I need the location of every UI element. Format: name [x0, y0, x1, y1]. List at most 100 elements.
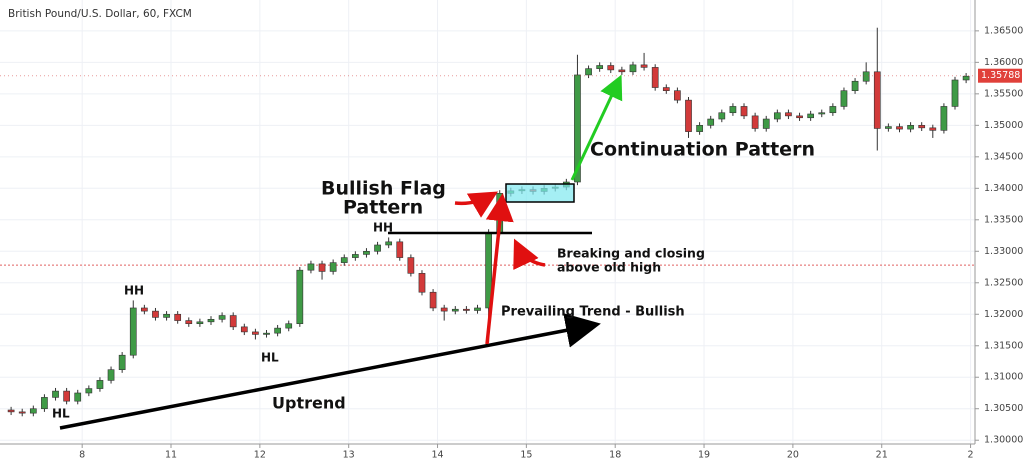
candle-body	[296, 269, 304, 325]
candle-body	[574, 74, 581, 183]
candle-body	[929, 127, 937, 131]
candle-body	[363, 250, 370, 255]
candle-body	[707, 118, 715, 126]
candle-body	[474, 307, 481, 311]
current-price-label: 1.35788	[981, 70, 1020, 81]
candle-body	[385, 241, 393, 246]
annotation: Bullish Flag	[321, 178, 446, 200]
candle-body	[318, 263, 326, 272]
candle-body	[7, 409, 15, 413]
axes: 1.30000 1.30500 1.31000 1.31500 1.32000 1.325…	[0, 25, 1023, 461]
candle-body	[840, 90, 848, 107]
candle-body	[885, 126, 892, 129]
candle-body	[418, 273, 426, 293]
x-tick-label: 12	[254, 450, 266, 461]
x-tick-label: 14	[431, 450, 443, 461]
annotation: Breaking and closing	[557, 246, 705, 261]
uptrend-arrow	[59, 313, 601, 430]
candle-body	[29, 408, 37, 414]
candle-body	[429, 291, 437, 309]
candle-body	[607, 65, 615, 71]
candle-body	[196, 321, 204, 325]
y-tick-label: 1.31500	[984, 340, 1023, 351]
break-pointer	[513, 238, 546, 270]
candle-body	[918, 125, 926, 129]
candle-body	[351, 254, 359, 258]
annotation: Continuation Pattern	[590, 139, 815, 161]
y-tick-label: 1.33000	[984, 246, 1023, 257]
candle-body	[696, 125, 703, 132]
y-tick-label: 1.34500	[984, 151, 1023, 162]
candle-body	[829, 106, 837, 114]
continuation-arrow	[570, 74, 623, 181]
candle-body	[629, 64, 637, 73]
candle-body	[307, 263, 315, 271]
candle-body	[263, 332, 270, 335]
candle-body	[440, 307, 448, 312]
candle-body	[129, 307, 137, 356]
candle-body	[229, 315, 237, 328]
candle-body	[451, 308, 459, 312]
x-tick-label: 2	[968, 450, 974, 461]
candle-body	[729, 106, 737, 114]
candle-body	[807, 113, 815, 119]
annotation: HH	[124, 284, 144, 298]
y-tick-label: 1.36500	[984, 25, 1023, 36]
y-tick-label: 1.30500	[984, 403, 1023, 414]
annotation: Uptrend	[272, 394, 346, 413]
flag-box	[505, 183, 575, 203]
candle-body	[218, 315, 226, 320]
candle-body	[862, 71, 870, 82]
candle-body	[907, 125, 914, 130]
x-tick-label: 19	[698, 450, 710, 461]
x-tick-label: 20	[787, 450, 799, 461]
candle-body	[785, 112, 792, 117]
candle-body	[585, 68, 592, 76]
y-tick-label: 1.32500	[984, 277, 1023, 288]
candle-body	[962, 75, 970, 81]
y-tick-label: 1.35500	[984, 88, 1023, 99]
candle-body	[52, 390, 59, 398]
candle-body	[773, 112, 781, 120]
candle-body	[396, 241, 404, 258]
annotation: HH	[373, 221, 393, 235]
y-tick-label: 1.30000	[984, 435, 1023, 446]
candle-body	[41, 397, 48, 410]
candle-body	[640, 64, 648, 68]
candle-body	[851, 80, 859, 91]
candle-body	[118, 354, 126, 370]
candle-body	[685, 99, 692, 132]
x-tick-label: 11	[165, 450, 177, 461]
flag-pointer	[454, 191, 499, 218]
candle-body	[141, 307, 148, 312]
candle-body	[63, 390, 70, 402]
candle-body	[896, 126, 903, 130]
candle-body	[174, 313, 182, 321]
candle-body	[818, 112, 826, 115]
candle-body	[651, 67, 659, 88]
x-tick-label: 15	[520, 450, 532, 461]
candle-body	[285, 323, 293, 329]
x-tick-label: 8	[79, 450, 85, 461]
candle-body	[596, 65, 604, 69]
candle-body	[674, 90, 681, 101]
y-tick-label: 1.34000	[984, 183, 1023, 194]
candle-body	[107, 369, 115, 381]
annotation: Prevailing Trend - Bullish	[501, 305, 685, 320]
candle-body	[163, 313, 170, 318]
candle-body	[662, 87, 670, 91]
annotation: HL	[261, 351, 279, 365]
candle-body	[85, 388, 93, 394]
annotation: Pattern	[343, 197, 423, 219]
candle-body	[240, 326, 248, 333]
x-tick-label: 21	[876, 450, 888, 461]
candle-body	[252, 331, 259, 335]
x-tick-label: 18	[609, 450, 621, 461]
candle-body	[751, 115, 759, 129]
y-tick-label: 1.32000	[984, 309, 1023, 320]
candle-body	[329, 262, 337, 272]
candle-body	[762, 118, 770, 129]
candle-body	[18, 411, 26, 414]
y-tick-label: 1.35000	[984, 120, 1023, 131]
